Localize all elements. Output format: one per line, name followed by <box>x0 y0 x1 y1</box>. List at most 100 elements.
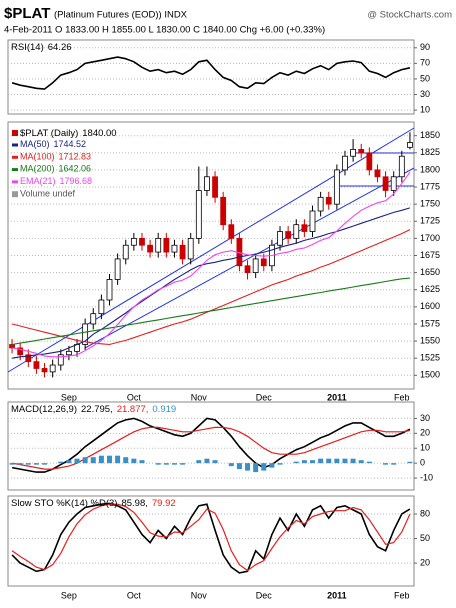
y-tick-label: 1525 <box>420 353 440 363</box>
x-tick-label: Dec <box>256 590 273 600</box>
y-tick-label: 1850 <box>420 130 440 140</box>
histogram-bar <box>350 458 356 464</box>
panel-frame <box>7 401 415 491</box>
legend-name: EMA(21) <box>20 176 56 186</box>
y-tick-label: 50 <box>420 73 430 83</box>
histogram-bar <box>25 463 31 465</box>
y-tick-label: 10 <box>420 104 430 114</box>
panel-title: Slow STO %K(14) %D(3) 85.98, 79.92 <box>11 498 176 509</box>
candle-body <box>382 176 389 191</box>
histogram-bar <box>277 463 283 465</box>
legend-entry: MA(200) 1642.06 <box>20 164 91 174</box>
legend-entry: MA(50) 1744.52 <box>20 139 86 149</box>
histogram-bar <box>42 463 48 465</box>
y-tick-label: 20 <box>420 557 430 567</box>
candle-body <box>98 299 105 315</box>
panel-title-part: 79.92 <box>152 498 176 509</box>
histogram-bar <box>407 461 413 464</box>
histogram-bar <box>9 463 15 465</box>
y-tick-label: 1800 <box>420 164 440 174</box>
legend-swatch <box>12 168 18 172</box>
candle-body <box>195 190 202 239</box>
quote: 4-Feb-2011 O 1833.00 H 1855.00 L 1830.00… <box>4 25 325 36</box>
x-tick-label: Feb <box>394 590 410 600</box>
panel-title-part: 0.919 <box>152 404 176 415</box>
candle-body <box>49 364 56 373</box>
histogram-bar <box>253 463 259 473</box>
x-tick-label: Feb <box>394 392 410 402</box>
y-tick-label: 1600 <box>420 301 440 311</box>
candle-body <box>139 237 145 246</box>
histogram-bar <box>107 455 112 464</box>
candle-body <box>407 142 413 148</box>
legend-value: 1744.52 <box>54 139 87 149</box>
y-tick-label: -10 <box>420 472 433 482</box>
histogram-bar <box>98 455 104 464</box>
candle-body <box>25 354 32 363</box>
legend-name: MA(200) <box>20 164 55 174</box>
histogram-bar <box>236 463 242 470</box>
histogram-bar <box>212 460 218 464</box>
y-tick-label: 50 <box>420 533 430 543</box>
candle-body <box>260 258 267 267</box>
candle-body <box>179 244 186 260</box>
histogram-bar <box>310 460 315 464</box>
candle-body <box>342 155 348 171</box>
candle-body <box>147 244 154 253</box>
histogram-bar <box>204 458 210 464</box>
x-tick-label: 2011 <box>327 590 347 600</box>
candle-body <box>374 169 381 178</box>
y-tick-label: 70 <box>420 58 430 68</box>
candle-body <box>90 313 97 325</box>
histogram-bar <box>326 458 332 464</box>
candle-body <box>252 258 259 274</box>
legend-swatch <box>12 130 18 136</box>
y-tick-label: 1775 <box>420 181 440 191</box>
indicator-line <box>11 417 411 473</box>
candle-body <box>155 237 162 253</box>
histogram-bar <box>261 463 267 471</box>
legend-swatch <box>12 191 18 198</box>
panel-title-name: RSI(14) <box>11 42 44 53</box>
y-tick-label: 1650 <box>420 267 440 277</box>
histogram-bar <box>301 460 307 464</box>
x-tick-label: Oct <box>127 392 142 402</box>
candle-body <box>171 244 178 253</box>
candle-body <box>293 224 300 239</box>
candle-body <box>350 148 357 157</box>
histogram-bar <box>245 463 251 471</box>
y-tick-label: 1575 <box>420 318 440 328</box>
y-tick-label: 1700 <box>420 233 440 243</box>
panel-title: MACD(12,26,9) 22.795, 21.877, 0.919 <box>11 404 176 415</box>
x-tick-label: Sep <box>61 392 77 402</box>
legend-swatch <box>12 180 18 184</box>
panel-title-part: MACD(12,26,9) <box>11 404 77 415</box>
histogram-bar <box>228 463 234 467</box>
candle-body <box>244 265 251 274</box>
histogram-bar <box>196 460 202 464</box>
y-tick-label: 1500 <box>420 370 440 380</box>
candle-body <box>106 279 113 301</box>
site: @ StockCharts.com <box>367 10 452 21</box>
y-tick-label: 80 <box>420 508 430 518</box>
histogram-bar <box>66 460 72 464</box>
legend-name: $PLAT (Daily) <box>20 128 78 139</box>
legend-name: MA(50) <box>20 139 50 149</box>
candle-body <box>82 323 89 345</box>
legend-value: 1796.68 <box>60 176 93 186</box>
indicator-line <box>11 502 411 574</box>
indicator-line <box>11 56 411 90</box>
histogram-bar <box>293 461 299 464</box>
candle-body <box>301 224 308 232</box>
histogram-bar <box>131 458 137 464</box>
y-tick-label: 1725 <box>420 216 440 226</box>
legend-entry: Volume undef <box>20 189 76 199</box>
candle-body <box>66 350 72 356</box>
y-tick-label: 0 <box>420 458 425 468</box>
candle-body <box>309 210 316 232</box>
y-tick-label: 30 <box>420 413 430 423</box>
x-tick-label: Nov <box>191 590 208 600</box>
histogram-bar <box>391 463 397 465</box>
histogram-bar <box>139 460 145 464</box>
histogram-bar <box>358 460 364 464</box>
